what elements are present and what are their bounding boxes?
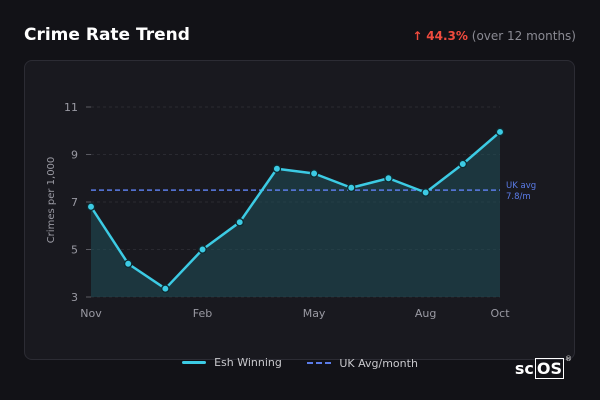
- y-tick-label: 9: [71, 149, 78, 162]
- data-point: [86, 202, 96, 211]
- y-axis-label: Crimes per 1,000: [46, 157, 57, 244]
- data-point: [198, 245, 207, 254]
- trend-period: (over 12 months): [471, 29, 576, 43]
- trend-percentage: 44.3%: [426, 29, 468, 43]
- legend-average-label: UK Avg/month: [339, 356, 418, 370]
- logo-boxed: OS: [534, 358, 564, 379]
- legend-average-swatch: [307, 362, 332, 364]
- logo-registered-mark: ®: [565, 355, 572, 363]
- trend-up-arrow-icon: ↑: [412, 29, 423, 43]
- legend-series-label: Esh Winning: [214, 356, 282, 369]
- data-point: [347, 183, 356, 192]
- legend-series-swatch: [182, 361, 207, 364]
- data-point: [495, 127, 505, 137]
- x-tick-label: Oct: [490, 307, 510, 320]
- chart-title: Crime Rate Trend: [24, 25, 190, 45]
- data-point: [272, 164, 282, 173]
- uk-average-value: 7.8/m: [506, 192, 531, 202]
- data-point: [123, 259, 133, 268]
- y-tick-label: 11: [64, 101, 78, 114]
- data-point: [161, 284, 170, 293]
- data-point: [309, 169, 319, 178]
- y-tick-label: 7: [71, 196, 78, 209]
- trend-summary: ↑ 44.3% (over 12 months): [412, 29, 576, 43]
- y-tick-label: 3: [71, 291, 78, 304]
- y-tick-label: 5: [71, 244, 78, 257]
- x-tick-label: Feb: [193, 307, 212, 320]
- data-point: [421, 188, 430, 197]
- data-point: [384, 173, 393, 183]
- brand-logo: sc OS ®: [514, 355, 572, 379]
- series-line: [89, 130, 501, 290]
- x-tick-label: May: [303, 307, 326, 320]
- logo-prefix: sc: [514, 359, 534, 378]
- x-tick-label: Nov: [80, 307, 102, 320]
- legend-item-average[interactable]: UK Avg/month: [307, 357, 418, 370]
- legend: Esh Winning UK Avg/month: [0, 354, 600, 370]
- x-tick-label: Aug: [415, 307, 436, 320]
- data-point: [235, 217, 244, 227]
- data-point: [458, 159, 468, 169]
- uk-average-label: UK avg: [506, 181, 536, 191]
- series-area: [91, 131, 500, 297]
- legend-item-series[interactable]: Esh Winning: [182, 356, 282, 369]
